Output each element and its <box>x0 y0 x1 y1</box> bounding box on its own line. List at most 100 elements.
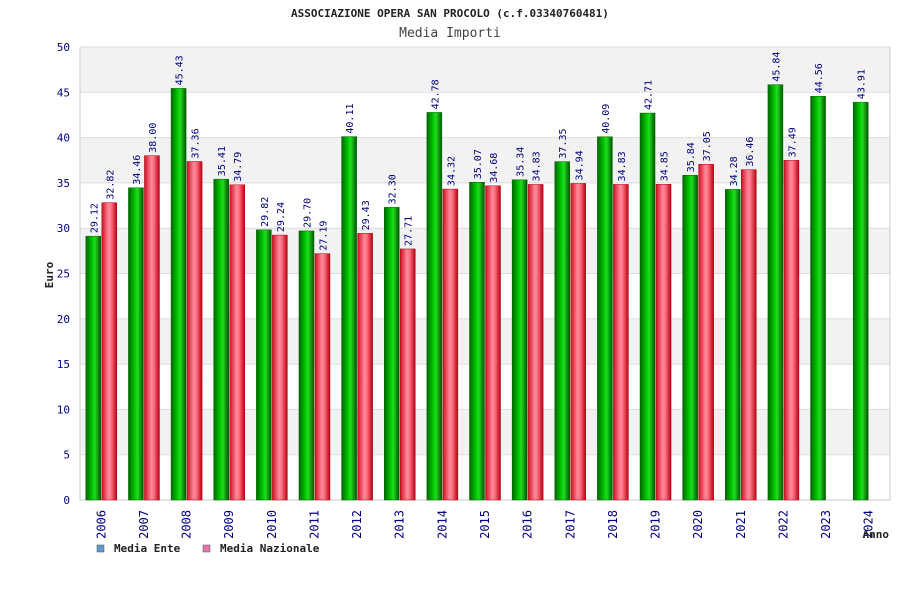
x-tick-label: 2018 <box>606 510 620 539</box>
bar <box>170 88 187 501</box>
value-label: 34.79 <box>233 152 244 182</box>
x-tick-label: 2007 <box>137 510 151 539</box>
y-axis-title: Euro <box>43 261 56 288</box>
value-label: 34.94 <box>574 150 585 180</box>
value-label: 37.35 <box>558 128 569 158</box>
x-tick-label: 2010 <box>265 510 279 539</box>
bars <box>85 84 869 501</box>
value-label: 29.43 <box>361 200 372 230</box>
x-tick-label: 2019 <box>649 510 663 539</box>
bar <box>128 187 144 501</box>
bar <box>597 136 613 501</box>
value-label: 38.00 <box>148 123 159 153</box>
value-label: 35.34 <box>516 147 527 177</box>
value-label: 34.85 <box>660 151 671 181</box>
x-tick-label: 2020 <box>691 510 705 539</box>
y-tick-label: 40 <box>57 132 70 145</box>
value-label: 29.70 <box>302 198 313 228</box>
value-label: 27.71 <box>404 216 415 246</box>
x-tick-label: 2014 <box>435 510 449 539</box>
y-tick-label: 35 <box>57 177 70 190</box>
chart-subtitle: Media Importi <box>399 26 501 41</box>
value-label: 32.30 <box>388 174 399 204</box>
legend-swatch <box>96 544 105 553</box>
bar <box>527 184 544 501</box>
x-axis-ticks: 2006 2007 2008 2009 2010 2011 2012 2013 2014 2015… <box>94 510 875 539</box>
y-tick-label: 25 <box>57 268 70 281</box>
bar <box>639 112 656 501</box>
bar <box>399 248 416 501</box>
y-tick-label: 20 <box>57 313 70 326</box>
bar <box>229 184 245 501</box>
value-labels: 29.12 32.82 34.46 38.00 45.43 37.36 35.41 34.79… <box>89 52 867 251</box>
y-tick-label: 15 <box>57 358 70 371</box>
x-axis-title: Anno <box>863 528 890 541</box>
legend: Media Ente Media Nazionale <box>96 542 320 555</box>
value-label: 37.05 <box>702 131 713 161</box>
value-label: 40.11 <box>345 103 356 133</box>
bar <box>741 169 757 501</box>
bar <box>725 189 741 501</box>
value-label: 45.84 <box>771 52 782 82</box>
bar <box>272 234 288 501</box>
value-label: 34.28 <box>729 156 740 186</box>
plot-band <box>80 47 890 93</box>
value-label: 34.68 <box>489 153 500 183</box>
x-tick-label: 2021 <box>734 510 748 539</box>
bar <box>511 179 528 501</box>
value-label: 35.84 <box>686 142 697 172</box>
x-tick-label: 2015 <box>478 510 492 539</box>
bar <box>256 229 272 501</box>
value-label: 40.09 <box>601 104 612 134</box>
legend-swatch <box>202 544 211 553</box>
bar <box>426 112 443 501</box>
bar <box>783 160 800 501</box>
value-label: 29.24 <box>276 202 287 232</box>
bar <box>442 188 459 501</box>
value-label: 45.43 <box>175 55 186 85</box>
value-label: 44.56 <box>814 63 825 93</box>
x-tick-label: 2012 <box>350 510 364 539</box>
value-label: 34.46 <box>132 155 143 185</box>
chart-title: ASSOCIAZIONE OPERA SAN PROCOLO (c.f.0334… <box>291 7 609 20</box>
legend-label: Media Ente <box>114 542 181 555</box>
x-tick-label: 2008 <box>180 510 194 539</box>
bar <box>314 253 331 501</box>
bar <box>682 175 698 501</box>
value-label: 36.46 <box>745 137 756 167</box>
bar <box>213 178 229 501</box>
bar <box>85 235 102 501</box>
bar <box>570 183 587 501</box>
x-tick-label: 2011 <box>307 510 321 539</box>
bar <box>698 164 714 501</box>
x-tick-label: 2017 <box>563 510 577 539</box>
bar <box>383 207 400 501</box>
legend-label: Media Nazionale <box>220 542 320 555</box>
bar <box>613 184 629 501</box>
value-label: 29.82 <box>260 197 271 227</box>
bar <box>767 84 784 501</box>
value-label: 37.49 <box>787 127 798 157</box>
x-tick-label: 2024 <box>862 510 876 539</box>
x-tick-label: 2013 <box>393 510 407 539</box>
bar <box>469 182 485 501</box>
value-label: 42.78 <box>430 79 441 109</box>
value-label: 34.83 <box>617 151 628 181</box>
value-label: 43.91 <box>857 69 868 99</box>
x-tick-label: 2016 <box>521 510 535 539</box>
bar <box>298 230 315 501</box>
x-tick-label: 2009 <box>222 510 236 539</box>
value-label: 35.07 <box>473 149 484 179</box>
x-tick-label: 2022 <box>776 510 790 539</box>
bar <box>852 101 869 501</box>
bar <box>357 233 373 501</box>
bar <box>485 185 501 501</box>
bar <box>655 184 672 501</box>
bar <box>101 202 118 501</box>
y-tick-label: 5 <box>63 449 70 462</box>
value-label: 35.41 <box>217 146 228 176</box>
x-tick-label: 2023 <box>819 510 833 539</box>
y-axis-ticks: 0 5 10 15 20 25 30 35 40 45 50 <box>57 41 70 507</box>
value-label: 34.83 <box>532 151 543 181</box>
